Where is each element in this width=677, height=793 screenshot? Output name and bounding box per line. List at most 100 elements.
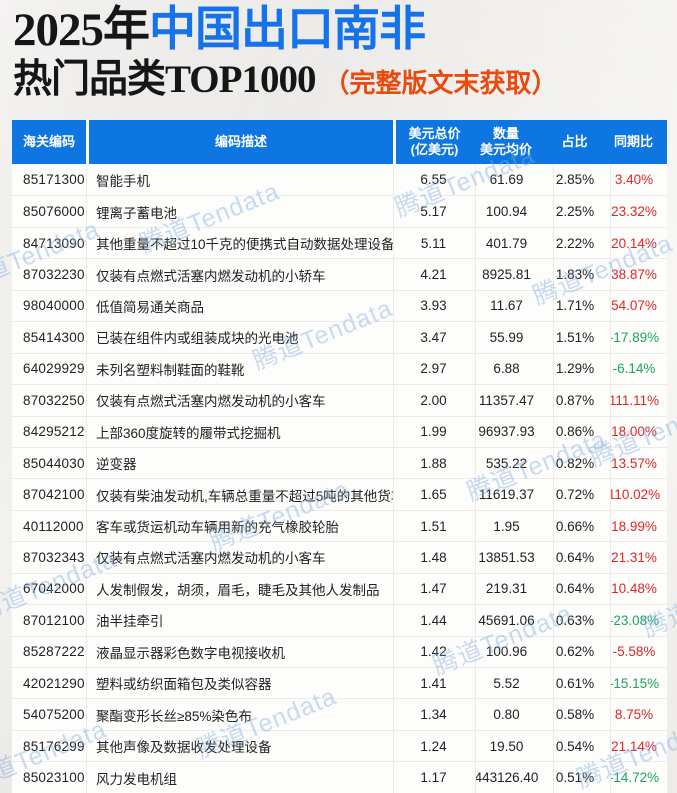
cell-total: 1.44 bbox=[393, 605, 475, 636]
cell-total: 5.11 bbox=[393, 227, 475, 259]
cell-total: 1.17 bbox=[393, 762, 475, 793]
cell-desc: 未列名塑料制鞋面的鞋靴 bbox=[86, 353, 393, 385]
cell-share: 2.25% bbox=[553, 196, 610, 227]
cell-total: 1.51 bbox=[393, 510, 475, 542]
cell-code: 54075200 bbox=[23, 707, 85, 723]
cell-desc: 液晶显示器彩色数字电视接收机 bbox=[86, 636, 393, 667]
cell-desc: 上部360度旋转的履带式挖掘机 bbox=[86, 416, 393, 447]
cell-share: 0.58% bbox=[553, 699, 610, 730]
cell-avg: 443126.40 bbox=[475, 762, 553, 793]
cell-share: 0.54% bbox=[553, 730, 610, 762]
cell-code: 64029929 bbox=[23, 361, 85, 377]
cell-desc: 塑料或纺织面箱包及类似容器 bbox=[86, 668, 393, 699]
cell-desc: 客车或货运机动车辆用新的充气橡胶轮胎 bbox=[86, 510, 393, 542]
cell-avg: 1.95 bbox=[475, 510, 553, 542]
page-title: 2025年中国出口南非 热门品类TOP1000 （完整版文末获取） bbox=[13, 2, 557, 102]
cell-code: 87032343 bbox=[23, 549, 85, 565]
cell-total: 5.17 bbox=[393, 196, 475, 227]
header-cell-qty-avg: 数量 美元均价 bbox=[479, 126, 532, 157]
cell-yoy: 3.40% bbox=[610, 164, 667, 196]
cell-share: 1.51% bbox=[553, 322, 610, 353]
cell-yoy: -23.08% bbox=[610, 605, 667, 636]
cell-desc: 仅装有点燃式活塞内燃发动机的小客车 bbox=[86, 385, 393, 416]
table-row: 84713090 其他重量不超过10千克的便携式自动数据处理设备 5.11 401.7… bbox=[12, 226, 667, 259]
cell-yoy: 10.48% bbox=[610, 573, 667, 605]
header-cell-desc: 编码描述 bbox=[86, 120, 393, 164]
cell-share: 0.66% bbox=[553, 510, 610, 542]
cell-avg: 19.50 bbox=[475, 730, 553, 762]
cell-share: 0.72% bbox=[553, 479, 610, 510]
cell-desc: 仅装有点燃式活塞内燃发动机的小客车 bbox=[86, 542, 393, 573]
cell-desc: 聚酯变形长丝≥85%染色布 bbox=[86, 699, 393, 730]
cell-code: 85044030 bbox=[23, 455, 85, 471]
table-row: 64029929 未列名塑料制鞋面的鞋靴 2.97 6.88 1.29% -6.14% bbox=[12, 352, 667, 385]
cell-share: 1.29% bbox=[553, 353, 610, 385]
table-row: 42021290 塑料或纺织面箱包及类似容器 1.41 5.52 0.61% -15.15… bbox=[12, 667, 667, 699]
table-row: 85044030 逆变器 1.88 535.22 0.82% 13.57% bbox=[12, 446, 667, 479]
table-row: 85414300 已装在组件内或组装成块的光电池 3.47 55.99 1.51% -17… bbox=[12, 321, 667, 353]
title-line1: 2025年中国出口南非 bbox=[13, 2, 557, 58]
cell-total: 1.48 bbox=[393, 542, 475, 573]
table-row: 85023100 风力发电机组 1.17 443126.40 0.51% -14.72% bbox=[12, 761, 667, 793]
cell-total: 1.99 bbox=[393, 416, 475, 447]
cell-share: 0.87% bbox=[553, 385, 610, 416]
cell-share: 0.63% bbox=[553, 605, 610, 636]
table-row: 87032343 仅装有点燃式活塞内燃发动机的小客车 1.48 13851.53 0.6… bbox=[12, 541, 667, 573]
table-row: 54075200 聚酯变形长丝≥85%染色布 1.34 0.80 0.58% 8.75% bbox=[12, 698, 667, 730]
cell-yoy: 8.75% bbox=[610, 699, 667, 730]
cell-code: 84713090 bbox=[23, 235, 85, 251]
cell-share: 0.64% bbox=[553, 542, 610, 573]
cell-total: 6.55 bbox=[393, 164, 475, 196]
cell-code: 87012100 bbox=[23, 612, 85, 628]
cell-code: 85076000 bbox=[23, 204, 85, 220]
cell-yoy: 54.07% bbox=[610, 290, 667, 322]
table-row: 84295212 上部360度旋转的履带式挖掘机 1.99 96937.93 0.86%… bbox=[12, 415, 667, 447]
cell-desc: 风力发电机组 bbox=[86, 762, 393, 793]
cell-yoy: 111.11% bbox=[610, 385, 667, 416]
cell-desc: 其他重量不超过10千克的便携式自动数据处理设备 bbox=[86, 227, 393, 259]
table-row: 85287222 液晶显示器彩色数字电视接收机 1.42 100.96 0.62% -5.… bbox=[12, 635, 667, 667]
cell-yoy: -14.72% bbox=[610, 762, 667, 793]
cell-yoy: 18.00% bbox=[610, 416, 667, 447]
cell-avg: 45691.06 bbox=[475, 605, 553, 636]
cell-total: 3.47 bbox=[393, 322, 475, 353]
cell-code: 85287222 bbox=[23, 644, 85, 660]
cell-code: 84295212 bbox=[23, 424, 85, 440]
table-row: 40112000 客车或货运机动车辆用新的充气橡胶轮胎 1.51 1.95 0.66% 1… bbox=[12, 509, 667, 542]
cell-total: 4.21 bbox=[393, 259, 475, 290]
cell-yoy: 18.99% bbox=[610, 510, 667, 542]
cell-total: 2.00 bbox=[393, 385, 475, 416]
table-row: 85076000 锂离子蓄电池 5.17 100.94 2.25% 23.32% bbox=[12, 195, 667, 227]
cell-code: 67042000 bbox=[23, 581, 85, 597]
cell-desc: 仅装有柴油发动机,车辆总重量不超过5吨的其他货车 bbox=[86, 479, 393, 510]
cell-yoy: 20.14% bbox=[610, 227, 667, 259]
cell-code: 40112000 bbox=[23, 518, 84, 534]
cell-avg: 5.52 bbox=[475, 668, 553, 699]
table-body: 85171300 智能手机 6.55 61.69 2.85% 3.40% 85076000 锂… bbox=[12, 164, 667, 793]
header-cell-yoy: 同期比 bbox=[613, 134, 653, 149]
header-cell-share: 占比 bbox=[561, 134, 588, 149]
cell-avg: 8925.81 bbox=[475, 259, 553, 290]
cell-yoy: 13.57% bbox=[610, 447, 667, 479]
cell-code: 85171300 bbox=[23, 172, 85, 188]
cell-avg: 13851.53 bbox=[475, 542, 553, 573]
cell-yoy: 23.32% bbox=[610, 196, 667, 227]
cell-avg: 100.94 bbox=[475, 196, 553, 227]
cell-total: 1.42 bbox=[393, 636, 475, 667]
table-row: 85171300 智能手机 6.55 61.69 2.85% 3.40% bbox=[12, 164, 667, 196]
cell-code: 85176299 bbox=[23, 738, 85, 754]
cell-yoy: 110.02% bbox=[610, 479, 667, 510]
cell-share: 0.51% bbox=[553, 762, 610, 793]
cell-share: 2.22% bbox=[553, 227, 610, 259]
cell-total: 3.93 bbox=[393, 290, 475, 322]
table-row: 87012100 油半挂牵引 1.44 45691.06 0.63% -23.08% bbox=[12, 604, 667, 636]
title-year: 2025年 bbox=[13, 4, 150, 56]
cell-avg: 55.99 bbox=[475, 322, 553, 353]
cell-yoy: -6.14% bbox=[610, 353, 667, 385]
cell-avg: 401.79 bbox=[475, 227, 553, 259]
cell-total: 1.41 bbox=[393, 668, 475, 699]
table-row: 87032230 仅装有点燃式活塞内燃发动机的小轿车 4.21 8925.81 1.83… bbox=[12, 258, 667, 290]
cell-total: 2.97 bbox=[393, 353, 475, 385]
cell-avg: 61.69 bbox=[475, 164, 553, 196]
